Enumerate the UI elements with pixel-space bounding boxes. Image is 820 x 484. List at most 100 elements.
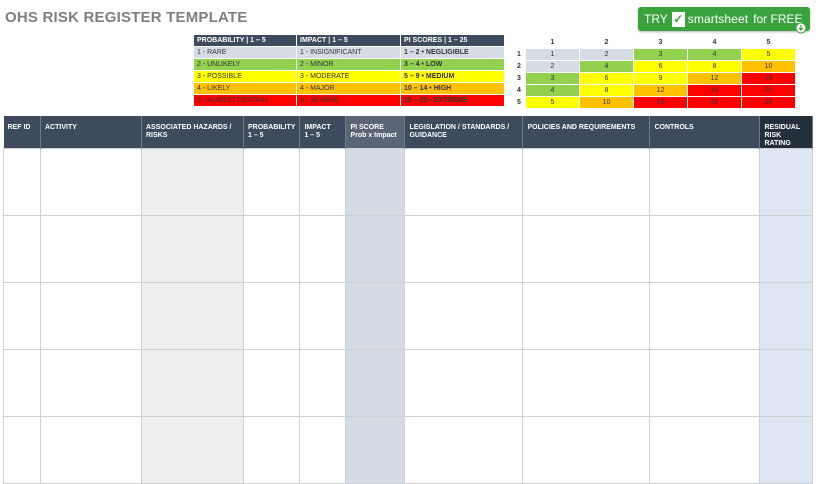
register-cell[interactable] (299, 282, 347, 350)
register-cell[interactable] (345, 416, 406, 484)
register-cell[interactable] (759, 148, 814, 216)
register-cell[interactable] (404, 215, 524, 283)
matrix-cell: 4 (579, 60, 634, 73)
matrix-header-row: 1 2 3 4 5 (513, 37, 796, 49)
cta-try-label: TRY (644, 12, 668, 26)
legend-row: 3 - POSSIBLE 3 - MODERATE 5 – 9 • MEDIUM (193, 70, 505, 83)
matrix-cell: 4 (525, 84, 580, 97)
register-cell[interactable] (40, 416, 142, 484)
register-cell[interactable] (649, 416, 761, 484)
register-cell[interactable] (40, 148, 142, 216)
register-cell[interactable] (141, 215, 244, 283)
register-cell[interactable] (649, 349, 761, 417)
legend-probability: 5 - ALMOST CERTAIN (193, 94, 297, 107)
smartsheet-logo-text: smartsheet (687, 12, 749, 26)
register-cell[interactable] (649, 282, 761, 350)
register-cell[interactable] (141, 416, 244, 484)
col-header-policies: POLICIES AND REQUIREMENTS (522, 116, 651, 149)
legend-probability: 4 - LIKELY (193, 82, 297, 95)
register-cell[interactable] (404, 416, 524, 484)
register-row (3, 282, 814, 350)
col-header-residual-risk: RESIDUAL RISK RATING (759, 116, 814, 149)
matrix-cell: 20 (741, 84, 796, 97)
matrix-row: 2 2 4 6 8 10 (512, 60, 796, 73)
legend-probability: 2 - UNLIKELY (193, 58, 297, 71)
register-cell[interactable] (522, 349, 651, 417)
register-cell[interactable] (40, 282, 142, 350)
register-cell[interactable] (649, 215, 761, 283)
register-cell[interactable] (3, 349, 41, 417)
matrix-cell: 8 (687, 60, 742, 73)
register-cell[interactable] (522, 416, 651, 484)
matrix-row-header: 2 (512, 60, 526, 73)
register-cell[interactable] (141, 282, 244, 350)
matrix-row: 3 3 6 9 12 15 (512, 72, 796, 85)
register-cell[interactable] (3, 215, 41, 283)
matrix-col-header: 4 (712, 39, 717, 46)
checkmark-icon: ✓ (671, 11, 685, 27)
register-cell[interactable] (759, 215, 814, 283)
register-cell[interactable] (299, 416, 347, 484)
matrix-cell: 8 (579, 84, 634, 97)
register-cell[interactable] (40, 215, 142, 283)
matrix-cell: 6 (633, 60, 688, 73)
legend-row: 4 - LIKELY 4 - MAJOR 10 – 14 • HIGH (193, 82, 505, 95)
register-cell[interactable] (3, 416, 41, 484)
register-cell[interactable] (522, 148, 651, 216)
matrix-col-header: 2 (604, 39, 609, 46)
register-cell[interactable] (40, 349, 142, 417)
matrix-cell: 9 (633, 72, 688, 85)
register-cell[interactable] (759, 349, 814, 417)
legend-header-pi-scores: PI SCORES | 1 – 25 (400, 34, 505, 47)
register-cell[interactable] (345, 215, 406, 283)
matrix-row-header: 1 (512, 48, 526, 61)
matrix-cell: 1 (525, 48, 580, 61)
col-header-hazards: ASSOCIATED HAZARDS / RISKS (141, 116, 244, 149)
register-cell[interactable] (242, 416, 301, 484)
register-cell[interactable] (141, 148, 244, 216)
matrix-corner (513, 37, 526, 49)
register-cell[interactable] (759, 282, 814, 350)
try-smartsheet-button[interactable]: TRY ✓ smartsheet for FREE (638, 7, 810, 34)
register-cell[interactable] (3, 282, 41, 350)
register-cell[interactable] (299, 215, 347, 283)
legend-table: PROBABILITY | 1 – 5 IMPACT | 1 – 5 PI SC… (193, 34, 505, 107)
legend-row: 1 - RARE 1 - INSIGNIFICANT 1 – 2 • NEGLI… (193, 46, 505, 59)
register-cell[interactable] (404, 148, 524, 216)
register-cell[interactable] (345, 148, 406, 216)
register-cell[interactable] (345, 282, 406, 350)
register-cell[interactable] (242, 215, 301, 283)
matrix-row-header: 5 (512, 96, 526, 109)
legend-impact: 1 - INSIGNIFICANT (296, 46, 401, 59)
legend-probability: 3 - POSSIBLE (193, 70, 297, 83)
legend-impact: 4 - MAJOR (296, 82, 401, 95)
register-cell[interactable] (345, 349, 406, 417)
register-cell[interactable] (299, 148, 347, 216)
register-cell[interactable] (404, 349, 524, 417)
register-cell[interactable] (522, 282, 651, 350)
col-header-controls: CONTROLS (649, 116, 761, 149)
legend-impact: 2 - MINOR (296, 58, 401, 71)
matrix-cell: 15 (741, 72, 796, 85)
matrix-cell: 4 (687, 48, 742, 61)
matrix-cell: 6 (579, 72, 634, 85)
matrix-cell: 12 (633, 84, 688, 97)
register-cell[interactable] (141, 349, 244, 417)
register-cell[interactable] (242, 282, 301, 350)
register-cell[interactable] (649, 148, 761, 216)
register-cell[interactable] (759, 416, 814, 484)
register-cell[interactable] (522, 215, 651, 283)
legend-score: 5 – 9 • MEDIUM (400, 70, 505, 83)
legend-impact: 3 - MODERATE (296, 70, 401, 83)
matrix-cell: 2 (579, 48, 634, 61)
legend-row: 5 - ALMOST CERTAIN 5 - SEVERE 15 – 25 • … (193, 94, 505, 107)
register-cell[interactable] (242, 148, 301, 216)
matrix-cell: 3 (525, 72, 580, 85)
register-cell[interactable] (404, 282, 524, 350)
register-cell[interactable] (3, 148, 41, 216)
register-cell[interactable] (299, 349, 347, 417)
page-title: OHS RISK REGISTER TEMPLATE (5, 9, 248, 26)
matrix-row-header: 4 (512, 84, 526, 97)
matrix-cell: 20 (687, 96, 742, 109)
register-cell[interactable] (242, 349, 301, 417)
